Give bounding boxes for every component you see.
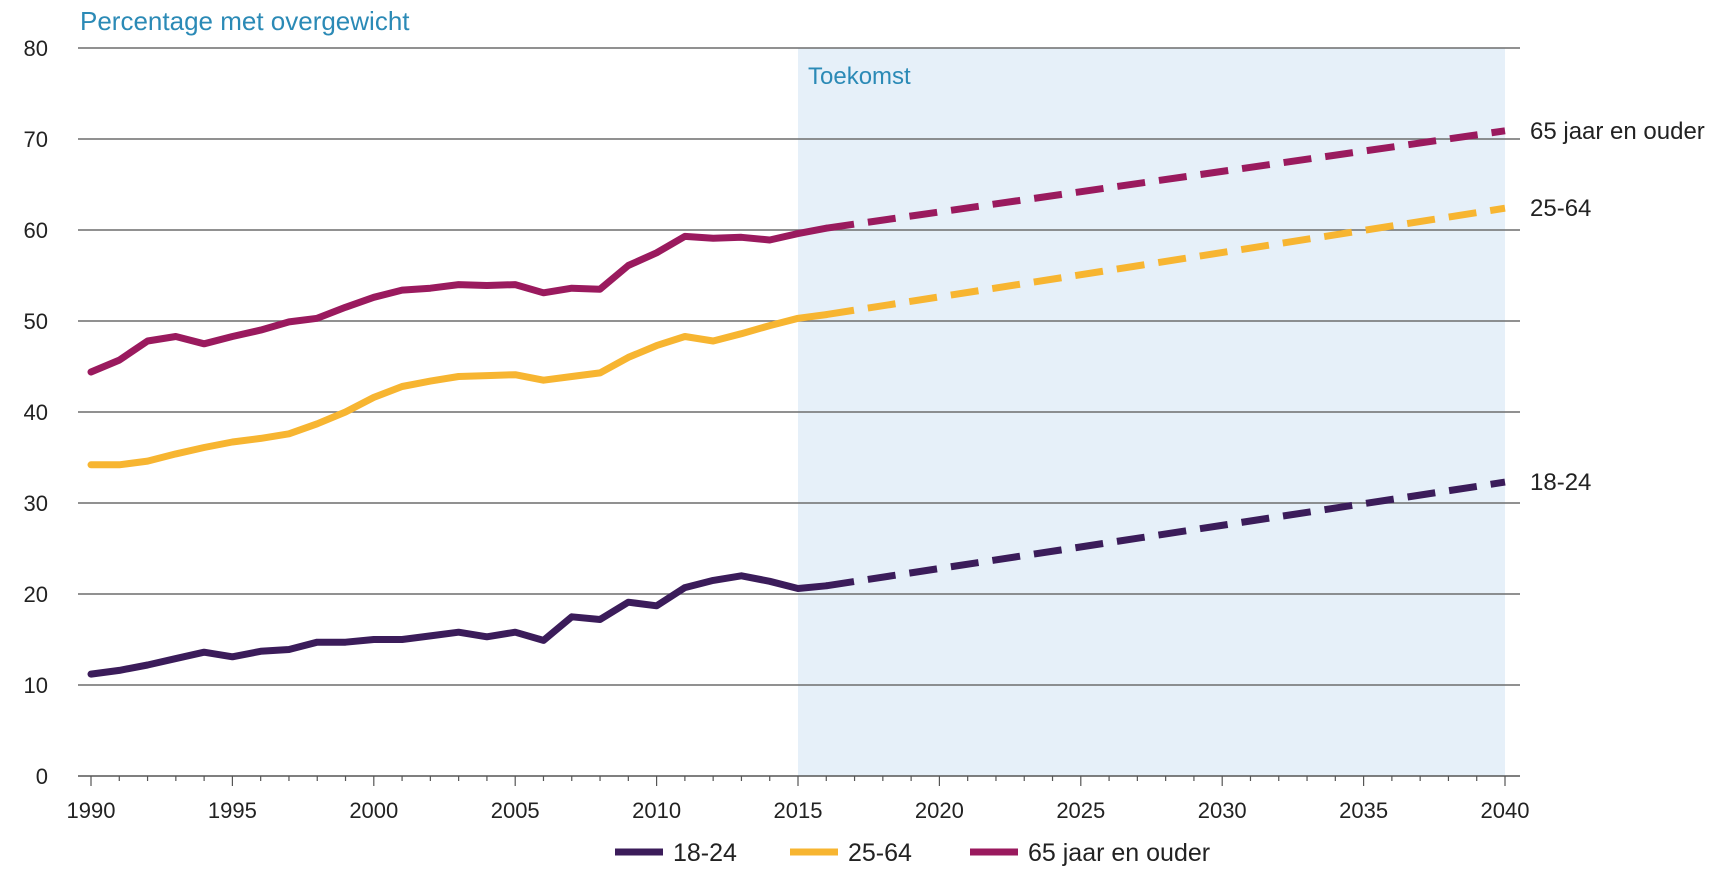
series-layer bbox=[87, 127, 1506, 678]
series-end-label: 25-64 bbox=[1530, 195, 1591, 222]
x-tick-label: 2020 bbox=[915, 798, 964, 823]
legend-label: 65 jaar en ouder bbox=[1028, 839, 1210, 867]
x-tick-label: 2000 bbox=[349, 798, 398, 823]
x-tick-label: 2015 bbox=[774, 798, 823, 823]
x-tick-label: 2040 bbox=[1481, 798, 1530, 823]
future-region-label: Toekomst bbox=[808, 63, 911, 90]
y-axis-ticks: 0 10 20 30 40 50 60 70 80 bbox=[24, 36, 48, 789]
series-line-observed bbox=[87, 224, 830, 376]
y-tick-label: 20 bbox=[24, 582, 48, 607]
y-tick-label: 80 bbox=[24, 36, 48, 61]
series-line-projection bbox=[825, 204, 1506, 319]
x-tick-label: 1990 bbox=[67, 798, 116, 823]
y-tick-label: 0 bbox=[36, 764, 48, 789]
y-tick-label: 10 bbox=[24, 673, 48, 698]
x-tick-label: 2035 bbox=[1339, 798, 1388, 823]
series-end-label: 18-24 bbox=[1530, 469, 1591, 496]
series-line-observed bbox=[87, 572, 830, 678]
y-tick-label: 40 bbox=[24, 400, 48, 425]
legend: 18-24 25-64 65 jaar en ouder bbox=[615, 839, 1210, 867]
y-tick-label: 30 bbox=[24, 491, 48, 516]
x-tick-label: 2030 bbox=[1198, 798, 1247, 823]
end-labels: 18-24 25-64 65 jaar en ouder bbox=[1530, 118, 1705, 496]
series-line-projection bbox=[825, 127, 1506, 232]
y-tick-label: 60 bbox=[24, 218, 48, 243]
legend-label: 18-24 bbox=[673, 839, 737, 867]
x-tick-label: 2025 bbox=[1056, 798, 1105, 823]
series-line-observed bbox=[87, 311, 830, 469]
series-end-label: 65 jaar en ouder bbox=[1530, 118, 1705, 145]
x-tick-label: 1995 bbox=[208, 798, 257, 823]
x-tick-label: 2010 bbox=[632, 798, 681, 823]
legend-label: 25-64 bbox=[848, 839, 912, 867]
x-tick-label: 2005 bbox=[491, 798, 540, 823]
x-axis: 1990 1995 2000 2005 2010 2015 2020 2025 2030 2035… bbox=[67, 775, 1530, 823]
y-tick-label: 50 bbox=[24, 309, 48, 334]
y-axis-title: Percentage met overgewicht bbox=[80, 6, 410, 36]
series-line-projection bbox=[825, 478, 1506, 590]
y-tick-label: 70 bbox=[24, 127, 48, 152]
